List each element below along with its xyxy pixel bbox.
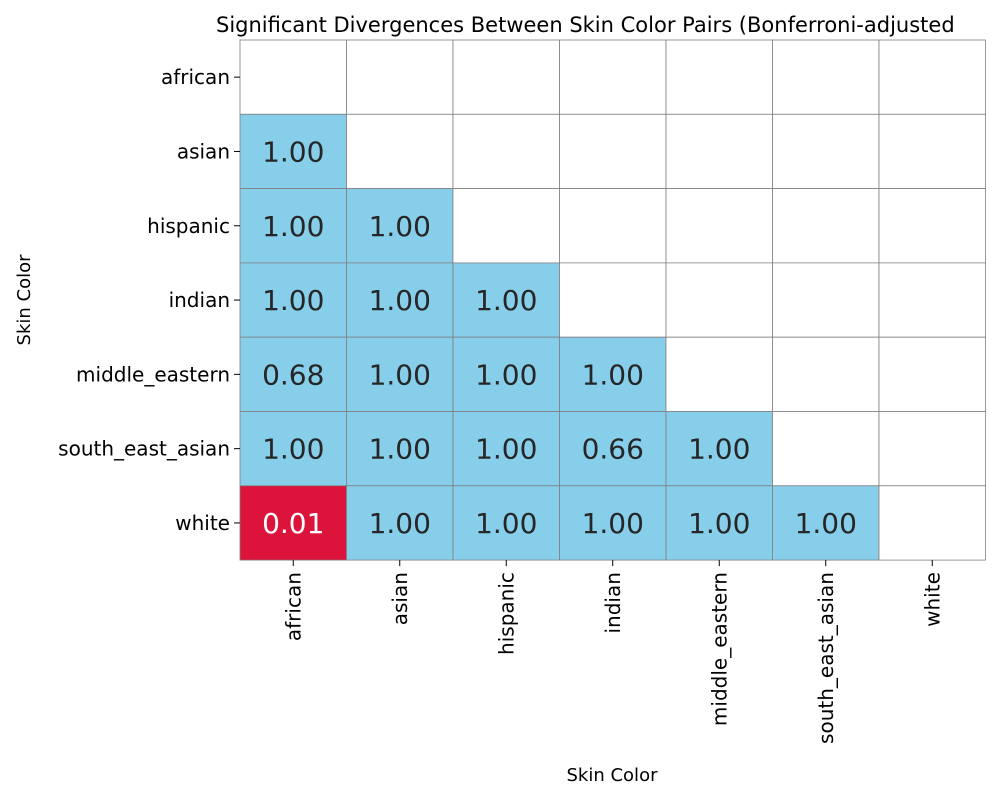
heatmap-cell-middle_eastern-indian <box>559 336 667 412</box>
y-axis-label: Skin Color <box>14 254 35 346</box>
heatmap-cell-middle_eastern-white <box>878 336 986 412</box>
x-tick-label-hispanic: hispanic <box>494 572 518 655</box>
cell-value-label: 1.00 <box>262 284 324 317</box>
heatmap-cell-asian-white <box>878 113 986 190</box>
heatmap-cell-indian-indian <box>559 262 667 338</box>
heatmap-cell-south_east_asian-middle_eastern <box>665 411 773 487</box>
heatmap-cell-middle_eastern-asian <box>346 336 454 412</box>
heatmap-cell-hispanic-white <box>878 188 986 264</box>
y-tick-label-middle_eastern: middle_eastern <box>76 362 230 386</box>
cell-value-label: 1.00 <box>369 358 431 391</box>
cell-value-label: 1.00 <box>475 358 537 391</box>
heatmap-cell-asian-asian <box>346 113 454 190</box>
heatmap-cell-white-white <box>878 485 986 561</box>
heatmap-cell-middle_eastern-south_east_asian <box>772 336 880 412</box>
heatmap-cell-white-asian <box>346 485 454 561</box>
heatmap-cell-indian-asian <box>346 262 454 338</box>
heatmap-cell-african-african <box>239 39 347 115</box>
x-tick-label-middle_eastern: middle_eastern <box>707 572 731 726</box>
heatmap-cell-white-indian <box>559 485 667 561</box>
cell-value-label: 0.66 <box>582 433 644 466</box>
y-tick-label-hispanic: hispanic <box>147 214 230 238</box>
x-tick-label-south_east_asian: south_east_asian <box>814 572 838 744</box>
heatmap-cell-indian-white <box>878 262 986 338</box>
y-tick-label-south_east_asian: south_east_asian <box>58 437 230 461</box>
heatmap-cell-asian-indian <box>559 113 667 190</box>
heatmap-cell-hispanic-south_east_asian <box>772 188 880 264</box>
heatmap-cell-hispanic-asian <box>346 188 454 264</box>
heatmap-cell-hispanic-hispanic <box>452 188 560 264</box>
cell-value-label: 1.00 <box>262 210 324 243</box>
heatmap-cell-african-indian <box>559 39 667 115</box>
heatmap-cell-south_east_asian-white <box>878 411 986 487</box>
cell-value-label: 1.00 <box>688 507 750 540</box>
cell-value-label: 1.00 <box>475 284 537 317</box>
heatmap-cell-south_east_asian-asian <box>346 411 454 487</box>
cell-value-label: 1.00 <box>475 507 537 540</box>
cell-value-label: 1.00 <box>475 433 537 466</box>
heatmap-cell-african-white <box>878 39 986 115</box>
heatmap-cell-asian-hispanic <box>452 113 560 190</box>
heatmap-cell-asian-south_east_asian <box>772 113 880 190</box>
heatmap-cells: 1.00 1.00 1.00 1.00 1.00 1.00 0.68 1.00 1.00 1.00… <box>239 39 986 561</box>
heatmap-cell-white-hispanic <box>452 485 560 561</box>
heatmap-cell-white-middle_eastern <box>665 485 773 561</box>
heatmap-cell-hispanic-indian <box>559 188 667 264</box>
cell-value-label: 1.00 <box>369 284 431 317</box>
cell-value-label: 0.01 <box>262 507 324 540</box>
cell-value-label: 1.00 <box>262 135 324 168</box>
cell-value-label: 1.00 <box>582 507 644 540</box>
cell-value-label: 1.00 <box>582 358 644 391</box>
heatmap-cell-african-middle_eastern <box>665 39 773 115</box>
heatmap-cell-african-hispanic <box>452 39 560 115</box>
y-tick-label-asian: asian <box>177 139 230 163</box>
heatmap-cell-asian-middle_eastern <box>665 113 773 190</box>
y-tick-labels: african asian hispanic indian middle_eastern… <box>58 65 240 535</box>
heatmap-cell-indian-south_east_asian <box>772 262 880 338</box>
cell-value-label: 1.00 <box>688 433 750 466</box>
heatmap-cell-hispanic-middle_eastern <box>665 188 773 264</box>
x-tick-label-white: white <box>920 572 944 627</box>
heatmap-cell-hispanic-african <box>239 188 347 264</box>
cell-value-label: 1.00 <box>795 507 857 540</box>
x-axis-label: Skin Color <box>567 765 659 786</box>
heatmap-cell-indian-hispanic <box>452 262 560 338</box>
y-tick-label-african: african <box>161 65 230 89</box>
chart-title: Significant Divergences Between Skin Col… <box>216 13 955 37</box>
heatmap-cell-indian-middle_eastern <box>665 262 773 338</box>
cell-value-label: 1.00 <box>369 507 431 540</box>
heatmap-cell-south_east_asian-south_east_asian <box>772 411 880 487</box>
heatmap-cell-asian-african <box>239 113 347 190</box>
heatmap-cell-african-asian <box>346 39 454 115</box>
x-tick-label-african: african <box>281 572 305 641</box>
heatmap-cell-african-south_east_asian <box>772 39 880 115</box>
heatmap-cell-south_east_asian-hispanic <box>452 411 560 487</box>
heatmap-cell-white-south_east_asian <box>772 485 880 561</box>
cell-value-label: 1.00 <box>369 210 431 243</box>
cell-value-label: 1.00 <box>369 433 431 466</box>
x-tick-label-indian: indian <box>601 572 625 633</box>
y-tick-label-white: white <box>175 511 230 535</box>
heatmap-cell-south_east_asian-indian <box>559 411 667 487</box>
heatmap-cell-indian-african <box>239 262 347 338</box>
x-tick-label-asian: asian <box>388 572 412 625</box>
cell-value-label: 1.00 <box>262 433 324 466</box>
x-tick-labels: african asian hispanic indian middle_eastern… <box>281 560 944 744</box>
y-tick-label-indian: indian <box>169 288 230 312</box>
cell-value-label: 0.68 <box>262 358 324 391</box>
heatmap-cell-middle_eastern-middle_eastern <box>665 336 773 412</box>
